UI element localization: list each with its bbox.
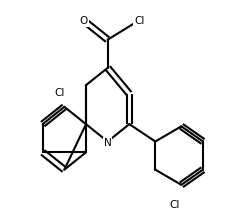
Text: Cl: Cl — [170, 200, 180, 210]
Text: Cl: Cl — [134, 16, 144, 26]
Text: O: O — [80, 16, 88, 26]
Text: Cl: Cl — [55, 88, 65, 98]
Text: N: N — [104, 138, 112, 148]
